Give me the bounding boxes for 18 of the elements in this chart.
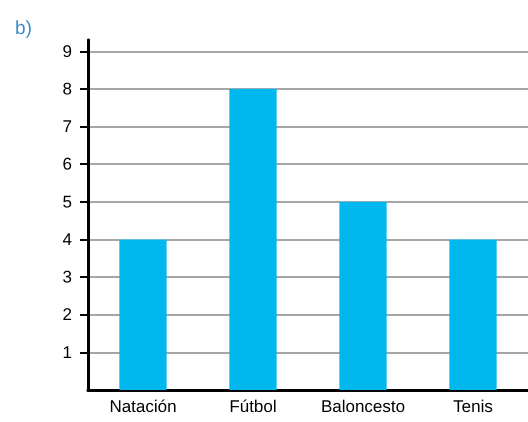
x-tick-label: Baloncesto <box>320 397 406 416</box>
y-tick-label: 7 <box>62 117 72 136</box>
bar <box>339 202 387 390</box>
y-tick-label: 9 <box>62 42 72 61</box>
chart-title: b) <box>15 18 32 39</box>
bar <box>229 88 277 390</box>
y-tick-label: 2 <box>62 305 72 324</box>
bar <box>449 239 497 390</box>
y-tick-label: 5 <box>62 192 72 212</box>
x-tick-label: Fútbol <box>229 397 277 416</box>
y-tick-label: 4 <box>62 230 72 249</box>
y-tick-label: 1 <box>62 342 72 362</box>
bar <box>119 239 167 390</box>
x-tick-label: Tenis <box>453 397 493 416</box>
y-tick-label: 8 <box>62 79 72 98</box>
y-tick-label: 3 <box>62 268 72 287</box>
y-tick-label: 6 <box>62 154 72 174</box>
x-tick-label: Natación <box>109 397 177 416</box>
